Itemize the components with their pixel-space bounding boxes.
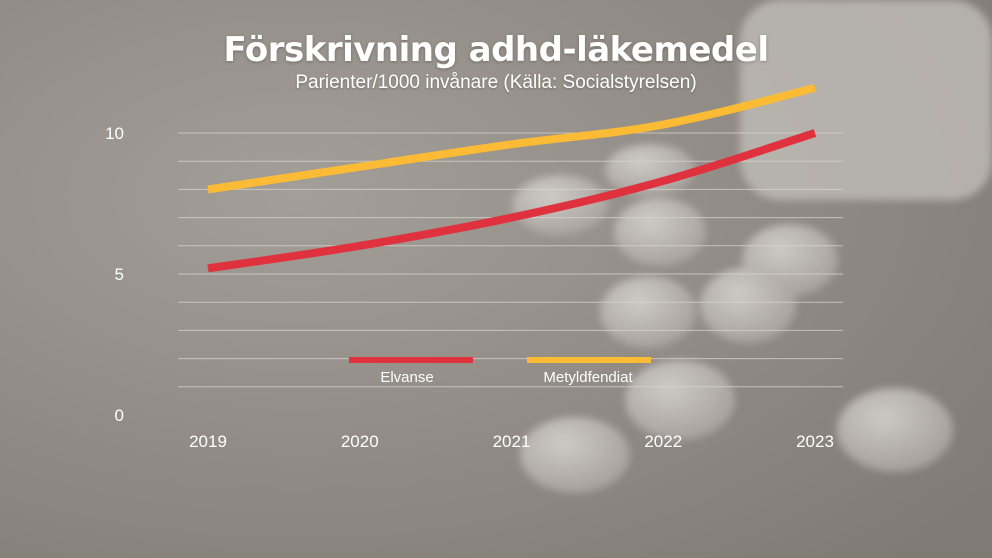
x-tick-label: 2023 bbox=[796, 432, 834, 451]
y-tick-label: 0 bbox=[115, 406, 124, 425]
x-tick-label: 2022 bbox=[644, 432, 682, 451]
y-axis-ticks: 0 5 10 bbox=[105, 124, 124, 425]
legend-label-metyldfendiat: Metyldfendiat bbox=[543, 369, 633, 386]
legend-label-elvanse: Elvanse bbox=[380, 369, 433, 386]
gridlines bbox=[178, 132, 843, 388]
chart-title: Förskrivning adhd-läkemedel bbox=[223, 30, 769, 70]
series-line-elvanse bbox=[207, 129, 817, 273]
x-axis-ticks: 2019 2020 2021 2022 2023 bbox=[189, 432, 834, 451]
y-tick-label: 10 bbox=[105, 124, 124, 143]
chart-subtitle: Parienter/1000 invånare (Källa: Socialst… bbox=[295, 72, 697, 93]
x-tick-label: 2021 bbox=[493, 432, 531, 451]
series-line-metyldfendiat bbox=[207, 83, 816, 194]
x-tick-label: 2020 bbox=[341, 432, 379, 451]
x-tick-label: 2019 bbox=[189, 432, 227, 451]
series-lines bbox=[207, 83, 817, 273]
y-tick-label: 5 bbox=[115, 265, 124, 284]
legend: Elvanse Metyldfendiat bbox=[349, 357, 651, 386]
